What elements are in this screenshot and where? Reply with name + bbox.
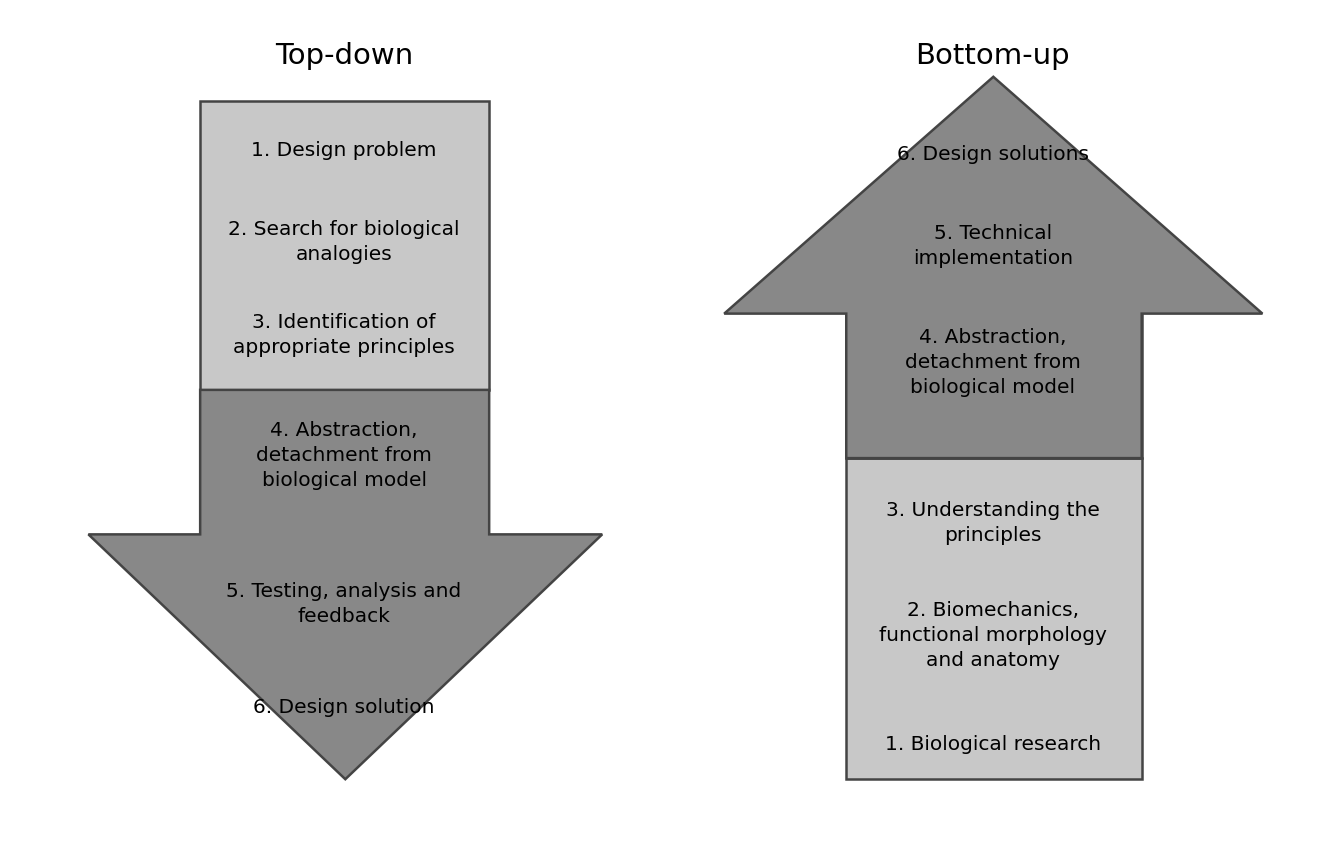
Text: 2. Biomechanics,
functional morphology
and anatomy: 2. Biomechanics, functional morphology a… [879,601,1107,670]
Text: 5. Testing, analysis and
feedback: 5. Testing, analysis and feedback [226,581,462,625]
Polygon shape [724,78,1263,459]
Text: 4. Abstraction,
detachment from
biological model: 4. Abstraction, detachment from biologic… [904,328,1081,397]
Text: 6. Design solutions: 6. Design solutions [896,144,1089,164]
Text: 3. Understanding the
principles: 3. Understanding the principles [886,501,1100,545]
Polygon shape [846,314,1141,459]
Text: Top-down: Top-down [274,42,413,70]
Polygon shape [201,102,490,391]
Text: 3. Identification of
appropriate principles: 3. Identification of appropriate princip… [233,312,455,357]
Polygon shape [88,391,602,780]
Text: 2. Search for biological
analogies: 2. Search for biological analogies [229,220,460,264]
Text: 1. Design problem: 1. Design problem [252,141,436,160]
Text: 6. Design solution: 6. Design solution [253,698,435,717]
Text: Bottom-up: Bottom-up [915,42,1070,70]
Text: 1. Biological research: 1. Biological research [884,734,1101,752]
Text: 4. Abstraction,
detachment from
biological model: 4. Abstraction, detachment from biologic… [256,421,432,489]
Polygon shape [846,459,1141,780]
Text: 5. Technical
implementation: 5. Technical implementation [913,224,1073,268]
